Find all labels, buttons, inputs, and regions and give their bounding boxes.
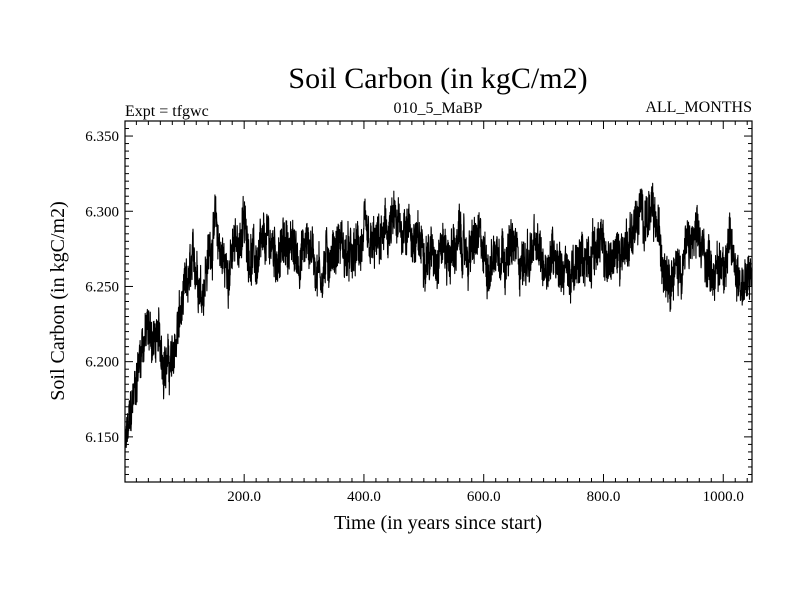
plot-frame	[124, 120, 753, 483]
ticks-group: 200.0 400.0 600.0 800.0 1000.0 6.150 6.200 6.25…	[85, 120, 752, 505]
plot-area: 200.0 400.0 600.0 800.0 1000.0 6.150 6.200 6.25…	[85, 120, 753, 505]
y-tick-label: 6.300	[85, 204, 119, 220]
period-label: 010_5_MaBP	[394, 100, 483, 117]
series-group	[124, 182, 753, 458]
months-label: ALL_MONTHS	[645, 99, 752, 116]
chart-title: Soil Carbon (in kgC/m2)	[288, 62, 587, 95]
x-tick-label: 600.0	[467, 489, 501, 505]
x-tick-label: 800.0	[587, 489, 621, 505]
y-tick-label: 6.200	[85, 355, 119, 371]
x-axis-label: Time (in years since start)	[334, 512, 542, 534]
x-tick-label: 400.0	[347, 489, 381, 505]
x-tick-label: 200.0	[227, 489, 261, 505]
y-tick-label: 6.350	[85, 129, 119, 145]
series-line	[124, 182, 753, 458]
experiment-label: Expt = tfgwc	[125, 103, 209, 120]
y-axis-label: Soil Carbon (in kgC/m2)	[47, 201, 69, 400]
y-tick-label: 6.150	[85, 430, 119, 446]
x-tick-label: 1000.0	[703, 489, 744, 505]
y-tick-label: 6.250	[85, 279, 119, 295]
